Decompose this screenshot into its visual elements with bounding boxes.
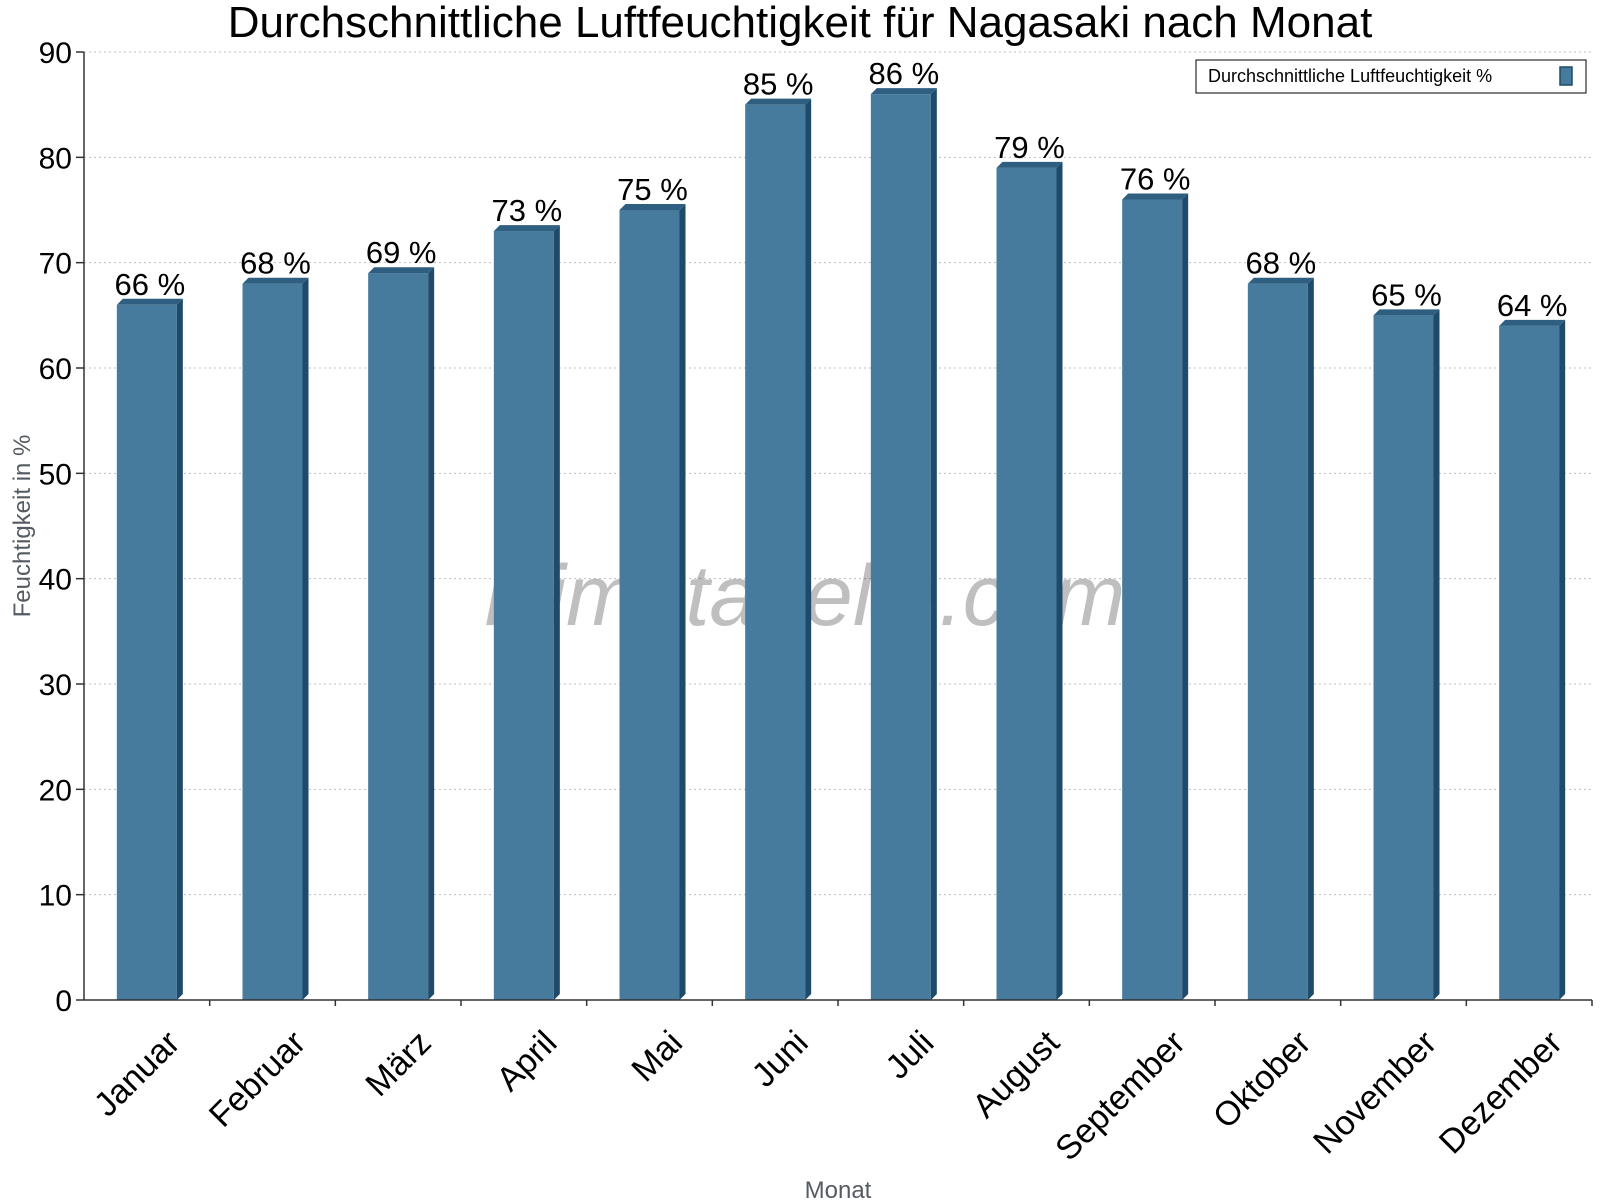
bar-side-Juli <box>930 88 937 1001</box>
bar-top-Oktober <box>1247 277 1314 284</box>
bar-November <box>1373 315 1434 1000</box>
data-label-Mai: 75 % <box>617 172 688 207</box>
x-axis-ticks: Januar Februar März April Mai Juni Juli AugustS… <box>87 1000 1593 1168</box>
data-label-Juli: 86 % <box>868 56 939 91</box>
y-tick-label-20: 20 <box>39 774 72 807</box>
x-tick-label-November: November <box>1306 1024 1444 1162</box>
bar-group-10: 65 % <box>1371 277 1442 1000</box>
bar-top-Dezember <box>1499 319 1566 326</box>
bar-top-September <box>1122 193 1189 200</box>
data-label-April: 73 % <box>491 193 562 228</box>
data-label-November: 65 % <box>1371 277 1442 312</box>
bar-side-März <box>428 267 435 1000</box>
x-tick-label-August: August <box>965 1023 1067 1125</box>
data-label-Dezember: 64 % <box>1497 288 1568 323</box>
x-tick-label-Juli: Juli <box>878 1024 941 1087</box>
bar-group-5: 85 % <box>743 67 814 1000</box>
y-axis-title: Feuchtigkeit in % <box>9 435 36 618</box>
y-tick-label-60: 60 <box>39 353 72 386</box>
bar-side-Juni <box>805 98 812 1000</box>
bar-side-Januar <box>176 298 183 1000</box>
x-tick-label-Februar: Februar <box>202 1024 313 1135</box>
bar-März <box>368 273 429 1000</box>
bar-group-8: 76 % <box>1120 161 1191 1000</box>
bar-side-Oktober <box>1307 277 1314 1000</box>
legend: Durchschnittliche Luftfeuchtigkeit % <box>1195 59 1587 94</box>
x-tick-label-Mai: Mai <box>624 1024 690 1090</box>
y-tick-label-90: 90 <box>39 37 72 70</box>
bar-top-April <box>493 225 560 232</box>
bar-side-Dezember <box>1559 319 1566 1000</box>
bar-group-9: 68 % <box>1245 246 1316 1000</box>
bar-Dezember <box>1499 325 1560 1000</box>
data-label-August: 79 % <box>994 130 1065 165</box>
y-axis-ticks: 0 10 20 30 40 50 60 70 80 90 <box>39 37 84 1018</box>
bar-side-Mai <box>679 204 686 1000</box>
data-label-Januar: 66 % <box>114 267 185 302</box>
bar-series: 66 % 68 % 69 % 73 % 75 % 85 % 86 % 79 % 76 % 68 %… <box>114 56 1568 1001</box>
bar-side-August <box>1056 161 1063 1000</box>
bar-Juli <box>870 94 931 1001</box>
bar-side-April <box>553 225 560 1001</box>
bar-top-November <box>1373 309 1440 316</box>
grid-lines <box>84 51 1592 896</box>
y-tick-label-10: 10 <box>39 880 72 913</box>
y-tick-label-80: 80 <box>39 142 72 175</box>
legend-box <box>1195 59 1587 94</box>
x-tick-label-Oktober: Oktober <box>1206 1024 1318 1136</box>
y-tick-label-50: 50 <box>39 458 72 491</box>
x-tick-label-Juni: Juni <box>745 1024 816 1095</box>
y-tick-label-30: 30 <box>39 669 72 702</box>
x-axis-title: Monat <box>805 1177 872 1200</box>
y-tick-label-40: 40 <box>39 564 72 597</box>
bar-top-Februar <box>242 277 309 284</box>
bar-Mai <box>619 210 680 1000</box>
bar-August <box>996 167 1057 1000</box>
bar-group-7: 79 % <box>994 130 1065 1000</box>
data-label-Oktober: 68 % <box>1245 246 1316 281</box>
bar-side-September <box>1182 193 1189 1000</box>
x-tick-label-April: April <box>489 1024 564 1099</box>
bar-group-11: 64 % <box>1497 288 1568 1000</box>
bar-side-Februar <box>302 277 309 1000</box>
legend-label: Durchschnittliche Luftfeuchtigkeit % <box>1208 66 1492 86</box>
chart-title: Durchschnittliche Luftfeuchtigkeit für N… <box>228 0 1373 47</box>
data-label-September: 76 % <box>1120 161 1191 196</box>
bar-group-1: 68 % <box>240 246 311 1000</box>
bar-top-Juli <box>870 88 937 95</box>
bar-top-Juni <box>745 98 812 105</box>
axes <box>83 52 1592 1001</box>
bar-group-2: 69 % <box>366 235 437 1000</box>
bar-September <box>1122 199 1183 1000</box>
bar-group-4: 75 % <box>617 172 688 1000</box>
data-label-Juni: 85 % <box>743 67 814 102</box>
data-label-März: 69 % <box>366 235 437 270</box>
bar-top-August <box>996 161 1063 168</box>
bar-April <box>493 231 554 1001</box>
data-label-Februar: 68 % <box>240 246 311 281</box>
bar-Juni <box>745 104 806 1000</box>
x-tick-label-Dezember: Dezember <box>1432 1024 1570 1162</box>
bar-side-November <box>1433 309 1440 1000</box>
legend-swatch <box>1559 66 1573 86</box>
bar-group-0: 66 % <box>114 267 185 1000</box>
x-tick-label-März: März <box>358 1024 438 1104</box>
bar-Oktober <box>1247 283 1308 1000</box>
x-tick-label-Januar: Januar <box>87 1024 187 1124</box>
bar-top-Mai <box>619 204 686 210</box>
bar-Februar <box>242 283 303 1000</box>
bar-Januar <box>116 304 177 1000</box>
bar-top-Januar <box>116 298 183 305</box>
y-tick-label-70: 70 <box>39 248 72 281</box>
x-tick-label-September: September <box>1048 1024 1192 1168</box>
bar-top-März <box>368 267 435 274</box>
bar-group-6: 86 % <box>868 56 939 1001</box>
bar-group-3: 73 % <box>491 193 562 1001</box>
y-tick-label-0: 0 <box>55 985 72 1018</box>
